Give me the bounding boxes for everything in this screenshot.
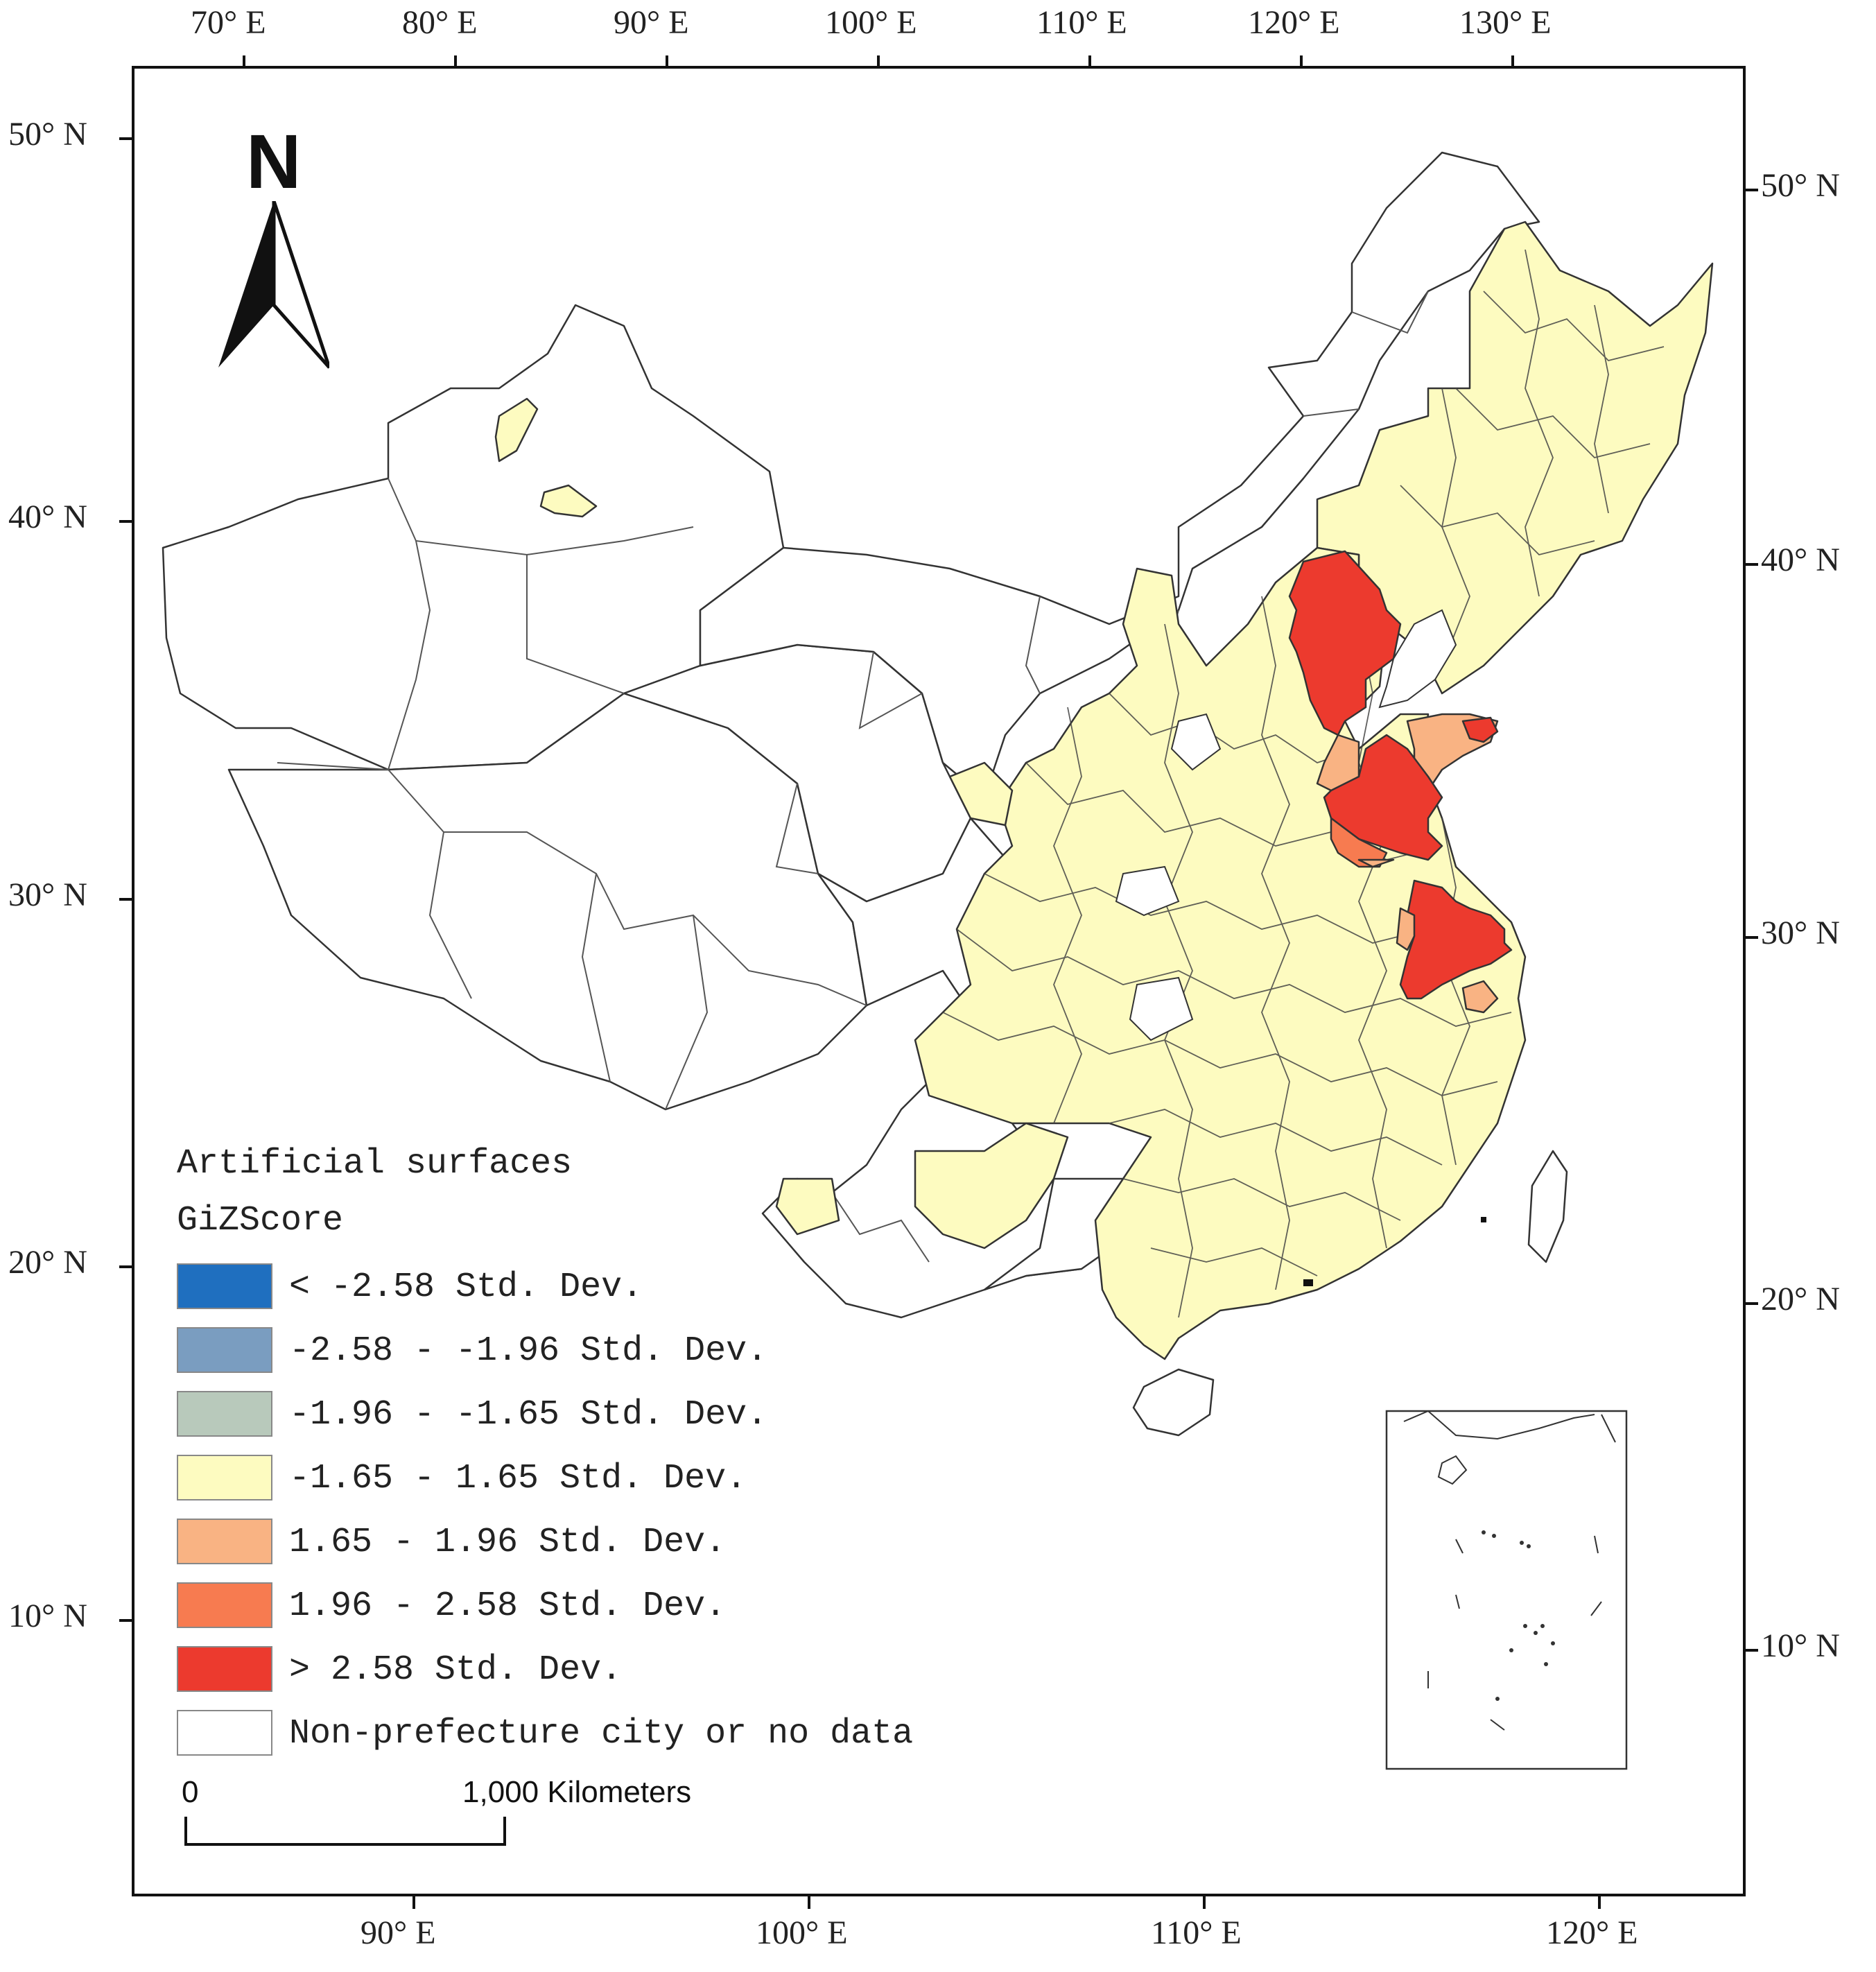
axis-tick bbox=[412, 1896, 415, 1909]
region-yunnan-small-yellow bbox=[775, 1177, 840, 1236]
axis-tick bbox=[243, 55, 245, 68]
scale-zero-label: 0 bbox=[182, 1775, 199, 1809]
axis-tick bbox=[1746, 563, 1758, 566]
legend-swatch bbox=[177, 1327, 272, 1373]
axis-tick bbox=[119, 520, 132, 523]
top-axis-label: 90° E bbox=[614, 4, 689, 41]
left-axis-label: 40° N bbox=[8, 499, 87, 535]
warmspot-anhui-east bbox=[1396, 907, 1416, 951]
bottom-axis-label: 90° E bbox=[361, 1914, 436, 1951]
scale-line bbox=[184, 1817, 506, 1846]
legend-swatch bbox=[177, 1646, 272, 1692]
legend-swatch bbox=[177, 1582, 272, 1628]
axis-tick bbox=[1746, 1649, 1758, 1652]
axis-tick bbox=[119, 1619, 132, 1622]
legend-label: 1.65 - 1.96 Std. Dev. bbox=[289, 1523, 727, 1562]
axis-tick bbox=[1088, 55, 1091, 68]
legend-subtitle: GiZScore bbox=[177, 1201, 344, 1240]
top-axis-label: 120° E bbox=[1248, 4, 1340, 41]
warmspot-jiangsu-north bbox=[1330, 817, 1388, 868]
left-axis-label: 20° N bbox=[8, 1244, 87, 1281]
axis-tick bbox=[1511, 55, 1514, 68]
bottom-axis-label: 110° E bbox=[1151, 1914, 1242, 1951]
axis-tick bbox=[1746, 189, 1758, 191]
left-axis-label: 10° N bbox=[8, 1598, 87, 1634]
axis-tick bbox=[666, 55, 668, 68]
warmspot-ningbo bbox=[1461, 980, 1499, 1014]
scale-end-label: 1,000 Kilometers bbox=[462, 1775, 692, 1809]
island-taiwan bbox=[1527, 1150, 1568, 1263]
north-arrow-icon bbox=[218, 201, 329, 369]
south-china-sea-inset bbox=[1385, 1410, 1628, 1770]
legend-swatch bbox=[177, 1391, 272, 1437]
top-axis-label: 70° E bbox=[191, 4, 266, 41]
legend-label: > 2.58 Std. Dev. bbox=[289, 1650, 623, 1690]
top-axis-label: 100° E bbox=[825, 4, 917, 41]
axis-tick bbox=[808, 1896, 810, 1909]
legend-swatch bbox=[177, 1710, 272, 1756]
region-xinjiang-yellow-2 bbox=[539, 484, 598, 518]
legend-swatch bbox=[177, 1519, 272, 1564]
right-axis-label: 30° N bbox=[1761, 915, 1840, 951]
left-axis-label: 50° N bbox=[8, 116, 87, 153]
region-gansu-inner-mongolia bbox=[699, 151, 1540, 799]
legend-label: Non-prefecture city or no data bbox=[289, 1714, 914, 1754]
region-northeast bbox=[1316, 220, 1714, 695]
region-guizhou-yunnan-yellow bbox=[914, 1122, 1069, 1249]
legend-label: -1.96 - -1.65 Std. Dev. bbox=[289, 1395, 768, 1435]
right-axis-label: 10° N bbox=[1761, 1627, 1840, 1664]
right-axis-label: 50° N bbox=[1761, 167, 1840, 204]
top-axis-label: 110° E bbox=[1036, 4, 1127, 41]
bottom-axis-label: 100° E bbox=[756, 1914, 848, 1951]
legend-title: Artificial surfaces bbox=[177, 1144, 573, 1184]
right-axis-label: 20° N bbox=[1761, 1281, 1840, 1317]
axis-tick bbox=[119, 898, 132, 901]
hotspot-shandong bbox=[1323, 734, 1443, 861]
warmspot-shandong-west bbox=[1316, 734, 1360, 792]
axis-tick bbox=[119, 1265, 132, 1268]
bottom-axis-label: 120° E bbox=[1546, 1914, 1638, 1951]
axis-tick bbox=[454, 55, 457, 68]
hotspot-beijing-tianjin bbox=[1288, 550, 1402, 736]
region-xinjiang-yellow-1 bbox=[494, 397, 539, 462]
warmspot-jiangsu-south bbox=[1357, 858, 1395, 868]
legend-label: -1.65 - 1.65 Std. Dev. bbox=[289, 1459, 747, 1498]
right-axis-label: 40° N bbox=[1761, 542, 1840, 578]
top-axis-label: 130° E bbox=[1459, 4, 1552, 41]
region-xinjiang bbox=[162, 304, 785, 771]
top-axis-label: 80° E bbox=[402, 4, 478, 41]
left-axis-label: 30° N bbox=[8, 876, 87, 913]
axis-tick bbox=[119, 137, 132, 140]
legend-label: < -2.58 Std. Dev. bbox=[289, 1268, 643, 1307]
axis-tick bbox=[1300, 55, 1303, 68]
legend-swatch bbox=[177, 1263, 272, 1309]
legend-swatch bbox=[177, 1455, 272, 1500]
hotspot-shanghai-yangtze bbox=[1399, 879, 1513, 1000]
legend-label: 1.96 - 2.58 Std. Dev. bbox=[289, 1586, 727, 1626]
axis-tick bbox=[877, 55, 880, 68]
north-arrow-label: N bbox=[246, 119, 302, 205]
axis-tick bbox=[1598, 1896, 1601, 1909]
axis-tick bbox=[1746, 936, 1758, 939]
island-hainan bbox=[1132, 1368, 1215, 1437]
legend-label: -2.58 - -1.96 Std. Dev. bbox=[289, 1331, 768, 1371]
axis-tick bbox=[1203, 1896, 1206, 1909]
hotspot-shandong-east bbox=[1461, 716, 1499, 743]
axis-tick bbox=[1746, 1302, 1758, 1305]
region-gansu-yellow bbox=[948, 761, 1014, 827]
